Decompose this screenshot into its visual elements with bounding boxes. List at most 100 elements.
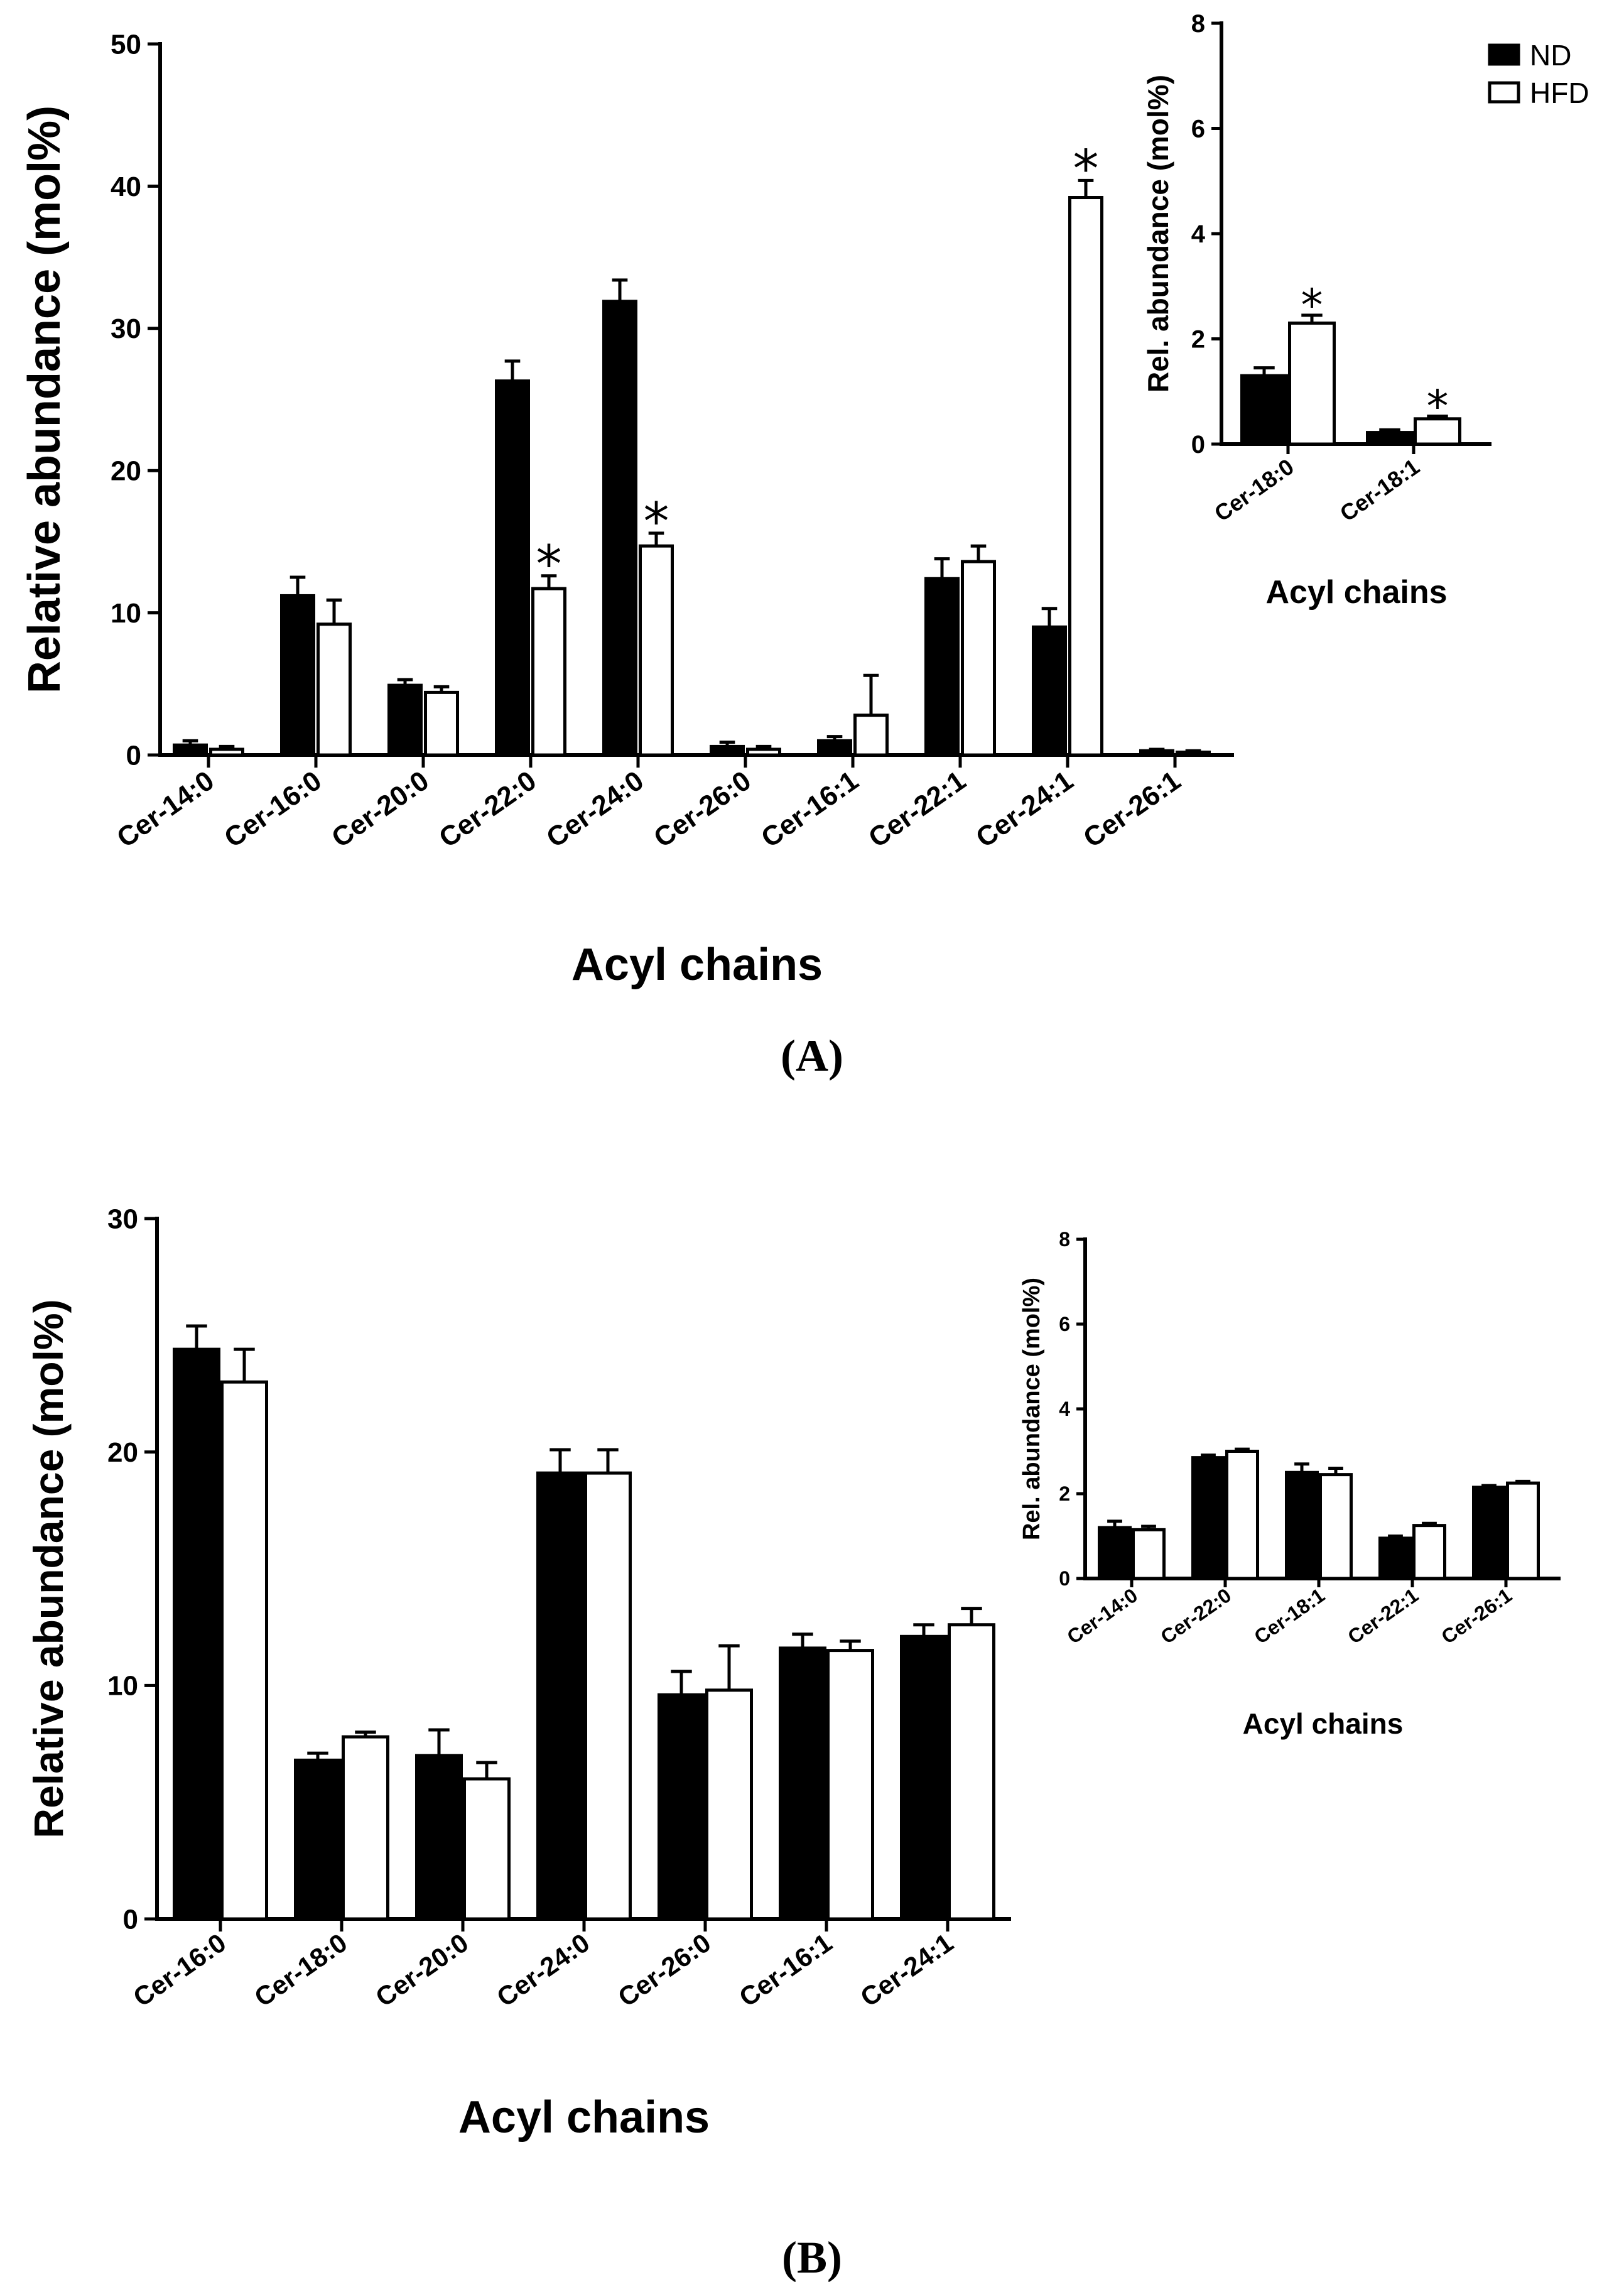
- panel-label-a: (A): [781, 1031, 843, 1081]
- a-main-bar-hfd-cer-24-1: [1068, 196, 1103, 757]
- a-main-bar-hfd-cer-22-0: [531, 587, 566, 757]
- a-inset-y-tick-label: 2: [1191, 326, 1205, 354]
- a-main-bar-hfd-cer-16-1: [853, 714, 889, 757]
- b-inset-bar-hfd-cer-18-1: [1319, 1473, 1353, 1580]
- a-main-y-tick-label: 30: [111, 313, 141, 344]
- b-main-bar-hfd-cer-16-0: [220, 1380, 268, 1921]
- b-main-bar-hfd-cer-26-0: [705, 1688, 753, 1921]
- b-inset-y-tick-label: 0: [1059, 1567, 1070, 1590]
- legend: ND HFD: [1488, 39, 1589, 109]
- b-main-bar-nd-cer-16-1: [779, 1646, 826, 1921]
- a-inset-bar-hfd-cer-18-0: [1288, 321, 1336, 446]
- a-main-significance-cer-24-1: *: [1073, 139, 1099, 199]
- legend-label-hfd: HFD: [1530, 77, 1589, 109]
- a-main-bar-hfd-cer-26-1: [1176, 750, 1211, 757]
- b-main-category-label-cer-16-0: Cer-16:0: [128, 1928, 232, 2013]
- panel-label-b: (B): [782, 2232, 842, 2282]
- b-inset-bar-nd-cer-14-0: [1098, 1526, 1132, 1580]
- b-inset-bar-hfd-cer-22-1: [1412, 1524, 1446, 1580]
- b-main-bar-nd-cer-24-0: [536, 1471, 584, 1921]
- a-main-category-label-cer-24-0: Cer-24:0: [541, 765, 649, 854]
- b-inset-x-axis-title: Acyl chains: [1243, 1707, 1404, 1740]
- b-inset-y-tick-label: 8: [1059, 1228, 1070, 1251]
- a-inset-y-tick-label: 8: [1191, 10, 1205, 38]
- b-inset-bar-hfd-cer-22-0: [1225, 1450, 1259, 1580]
- a-inset-y-axis-title: Rel. abundance (mol%): [1142, 75, 1174, 393]
- a-main-bar-nd-cer-24-0: [602, 300, 637, 757]
- a-main-bar-nd-cer-22-0: [495, 379, 530, 757]
- legend-label-nd: ND: [1530, 39, 1571, 72]
- b-inset-y-tick-label: 2: [1059, 1482, 1070, 1505]
- b-inset-bar-hfd-cer-26-1: [1506, 1481, 1540, 1580]
- a-main-bar-nd-cer-16-0: [280, 594, 315, 757]
- b-main-bar-hfd-cer-16-1: [826, 1649, 874, 1921]
- a-main-significance-cer-22-0: *: [536, 535, 562, 595]
- a-main-category-label-cer-20-0: Cer-20:0: [326, 765, 434, 854]
- b-inset-bar-nd-cer-18-1: [1285, 1470, 1319, 1580]
- a-main-y-tick-label: 0: [126, 740, 141, 771]
- b-main-bar-hfd-cer-18-0: [342, 1735, 389, 1921]
- b-main-bar-hfd-cer-24-0: [584, 1471, 632, 1921]
- b-main-category-label-cer-24-0: Cer-24:0: [492, 1928, 595, 2013]
- a-main-y-tick-label: 40: [111, 171, 141, 202]
- legend-swatch-hfd: [1488, 81, 1520, 104]
- b-main-y-tick-label: 20: [107, 1437, 138, 1468]
- a-main-bar-nd-cer-14-0: [173, 743, 208, 757]
- a-main-category-label-cer-26-0: Cer-26:0: [648, 765, 756, 854]
- a-main-y-tick-label: 10: [111, 598, 141, 629]
- b-main-y-tick-label: 10: [107, 1671, 138, 1702]
- b-inset-bar-nd-cer-22-0: [1191, 1456, 1225, 1580]
- a-main-y-tick-label: 20: [111, 456, 141, 487]
- b-inset-bar-nd-cer-22-1: [1378, 1536, 1412, 1580]
- a-inset-y-tick-label: 0: [1191, 431, 1205, 459]
- b-inset-category-label-cer-22-0: Cer-22:0: [1156, 1584, 1235, 1648]
- a-inset-y-tick-label: 4: [1191, 220, 1206, 248]
- a-main-bar-hfd-cer-14-0: [209, 747, 244, 757]
- a-main-y-axis-title: Relative abundance (mol%): [19, 106, 70, 693]
- a-main-category-label-cer-22-1: Cer-22:1: [863, 765, 971, 854]
- a-main-bar-hfd-cer-16-0: [317, 622, 352, 757]
- a-main-category-label-cer-24-1: Cer-24:1: [970, 765, 1078, 854]
- b-inset-category-label-cer-14-0: Cer-14:0: [1063, 1584, 1142, 1648]
- a-main-category-label-cer-14-0: Cer-14:0: [111, 765, 219, 854]
- b-main-y-tick-label: 0: [123, 1904, 138, 1935]
- b-main-category-label-cer-26-0: Cer-26:0: [613, 1928, 717, 2013]
- a-main-bar-nd-cer-20-0: [387, 683, 423, 757]
- b-inset-category-label-cer-22-1: Cer-22:1: [1343, 1584, 1422, 1648]
- a-main-bar-nd-cer-26-0: [710, 744, 745, 757]
- a-main-bar-nd-cer-26-1: [1139, 749, 1174, 757]
- a-main-bar-nd-cer-16-1: [817, 739, 852, 757]
- b-main-category-label-cer-24-1: Cer-24:1: [855, 1928, 959, 2013]
- chart-b-inset: 0 2 4 6 8 Cer-14:0 Cer-22:0 Cer-18:1 Cer-22:1 Cer…: [1019, 1228, 1561, 1740]
- b-main-bar-nd-cer-20-0: [415, 1754, 463, 1921]
- b-inset-y-axis-title: Rel. abundance (mol%): [1019, 1278, 1045, 1540]
- a-main-category-label-cer-22-0: Cer-22:0: [433, 765, 541, 854]
- b-inset-bar-hfd-cer-14-0: [1132, 1528, 1166, 1580]
- b-main-x-axis-title: Acyl chains: [458, 2092, 710, 2143]
- a-inset-category-label-cer-18-1: Cer-18:1: [1335, 454, 1424, 526]
- b-inset-category-label-cer-18-1: Cer-18:1: [1250, 1584, 1329, 1648]
- a-inset-significance-cer-18-0: *: [1301, 280, 1323, 331]
- a-main-category-label-cer-26-1: Cer-26:1: [1078, 765, 1186, 854]
- a-main-y-tick-label: 50: [111, 29, 141, 60]
- a-inset-bar-nd-cer-18-1: [1366, 431, 1414, 446]
- a-inset-significance-cer-18-1: *: [1427, 381, 1449, 432]
- b-main-bar-nd-cer-16-0: [173, 1347, 220, 1921]
- b-main-y-tick-label: 30: [107, 1203, 138, 1234]
- b-inset-y-tick-label: 4: [1059, 1398, 1070, 1420]
- b-inset-y-tick-label: 6: [1059, 1313, 1070, 1335]
- b-main-category-label-cer-16-1: Cer-16:1: [734, 1928, 838, 2013]
- a-inset-bar-hfd-cer-18-1: [1414, 417, 1461, 446]
- b-inset-bar-nd-cer-26-1: [1472, 1486, 1506, 1580]
- a-main-bar-nd-cer-22-1: [924, 577, 960, 757]
- a-main-bar-hfd-cer-26-0: [746, 747, 781, 757]
- a-main-bar-nd-cer-24-1: [1032, 625, 1067, 757]
- a-main-significance-cer-24-0: *: [644, 492, 669, 552]
- a-inset-y-tick-label: 6: [1191, 116, 1205, 143]
- a-main-x-axis-title: Acyl chains: [571, 940, 823, 990]
- a-main-bar-hfd-cer-20-0: [424, 690, 459, 757]
- chart-a-main: 01020304050Cer-14:0Cer-16:0Cer-20:0*Cer-…: [19, 29, 1234, 990]
- legend-swatch-nd: [1488, 43, 1520, 66]
